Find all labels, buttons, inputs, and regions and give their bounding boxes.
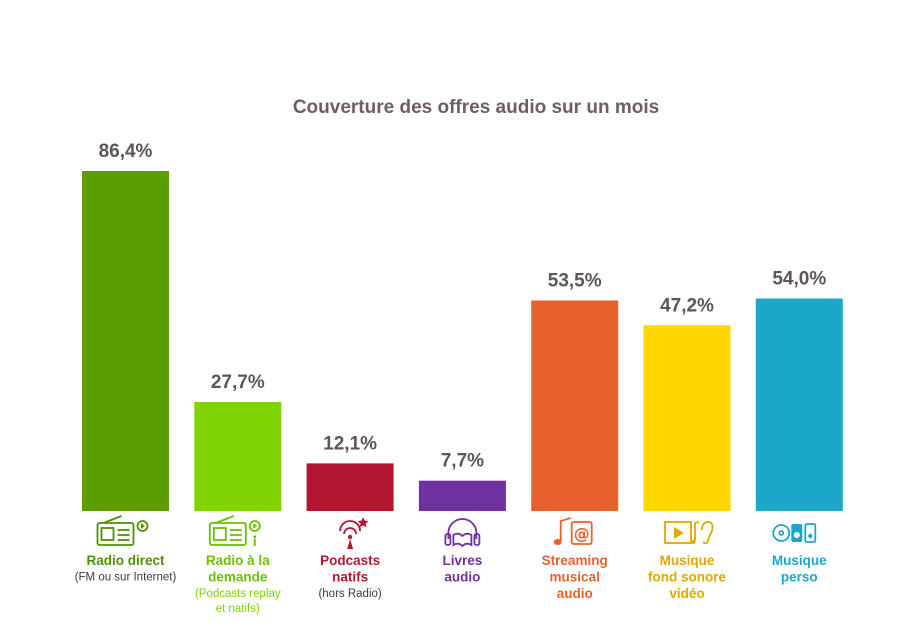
category-label-7: Musique perso (772, 553, 827, 585)
category-note-line: et natifs) (216, 603, 260, 615)
video-ear-icon (664, 521, 714, 545)
category-name-line: Radio direct (86, 553, 165, 568)
bar-7 (755, 298, 843, 511)
category-name-line: Musique (772, 553, 827, 568)
value-label-5: 53,5% (548, 270, 602, 291)
category-label-1: Radio direct (FM ou sur Internet) (75, 553, 177, 584)
category-icons-layer: @ (96, 515, 817, 549)
category-name-line: perso (781, 570, 818, 585)
category-name-line: Streaming (542, 553, 608, 568)
bar-6 (643, 325, 731, 511)
music-at-icon: @ (553, 517, 593, 545)
bar-2 (194, 401, 282, 511)
category-name-line: audio (444, 570, 480, 585)
chart-title: Couverture des offres audio sur un mois (293, 97, 659, 118)
category-labels-layer: Radio direct (FM ou sur Internet) Radio à … (75, 553, 827, 615)
category-name-line: Podcasts (320, 553, 380, 568)
category-note-line: (FM ou sur Internet) (75, 572, 177, 584)
category-name-line: fond sonore (648, 570, 726, 585)
cd-speaker-icon (772, 523, 817, 543)
category-name-line: Radio à la (206, 553, 270, 568)
bar-1 (82, 171, 169, 511)
bars-layer (82, 171, 843, 511)
category-name-line: musical (550, 570, 600, 585)
value-label-6: 47,2% (660, 295, 714, 316)
category-name-line: audio (557, 586, 593, 601)
value-label-2: 27,7% (211, 372, 265, 393)
value-labels-layer: 86,4% 27,7% 12,1% 7,7% 53,5% 47,2% 54,0% (99, 141, 827, 472)
value-label-7: 54,0% (772, 269, 826, 290)
category-label-2: Radio à la demande (Podcasts replay et nati… (195, 553, 281, 615)
category-name-line: Musique (660, 553, 715, 568)
category-name-line: demande (208, 570, 268, 585)
category-label-4: Livres audio (443, 553, 483, 585)
value-label-1: 86,4% (99, 141, 153, 162)
podcast-icon (339, 517, 369, 549)
value-label-4: 7,7% (441, 451, 484, 472)
category-name-line: natifs (332, 570, 368, 585)
category-name-line: vidéo (669, 586, 704, 601)
radio-icon (96, 515, 149, 546)
category-name-line: Livres (443, 553, 483, 568)
bar-5 (531, 300, 619, 511)
radio-replay-icon (208, 515, 261, 546)
svg-text:@: @ (574, 524, 590, 543)
category-note-line: (hors Radio) (318, 588, 381, 600)
bar-3 (306, 463, 394, 511)
category-note-line: (Podcasts replay (195, 588, 281, 600)
headphones-book-icon (444, 518, 481, 548)
bar-4 (418, 480, 506, 511)
value-label-3: 12,1% (323, 433, 377, 454)
category-label-3: Podcasts natifs (hors Radio) (318, 553, 381, 600)
